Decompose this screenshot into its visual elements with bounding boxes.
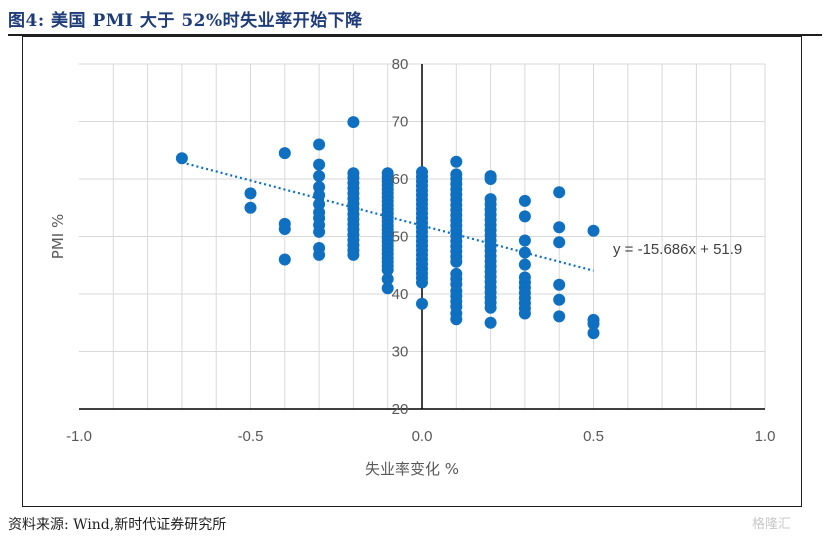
data-point: [278, 147, 291, 160]
y-tick-label: 40: [392, 286, 409, 303]
chart-frame: -1.0 -0.5 0.0 0.5 1.0 20 30 40 50 60 70 80 失业率变化 % PM…: [22, 36, 802, 507]
data-point: [450, 313, 463, 326]
source-note: 资料来源: Wind,新时代证券研究所: [8, 517, 227, 533]
data-point: [518, 210, 531, 223]
label-layer: -1.0 -0.5 0.0 0.5 1.0 20 30 40 50 60 70 80 失业率变化 % PM…: [49, 56, 775, 478]
point-layer: [175, 116, 600, 340]
data-point: [313, 138, 326, 151]
data-point: [587, 327, 600, 340]
title-rule: [8, 34, 822, 36]
data-point: [416, 297, 428, 310]
y-axis-label: PMI %: [49, 214, 67, 259]
trendline-equation: y = -15.686x + 51.9: [613, 241, 742, 258]
data-point: [278, 223, 291, 236]
data-point: [450, 155, 463, 168]
x-axis-label: 失业率变化 %: [365, 460, 459, 478]
y-tick-label: 60: [392, 171, 409, 188]
data-point: [416, 276, 428, 289]
x-tick-label: 0.5: [583, 428, 604, 445]
data-point: [553, 278, 566, 291]
data-point: [484, 316, 497, 329]
data-point: [313, 170, 326, 183]
scatter-chart: -1.0 -0.5 0.0 0.5 1.0 20 30 40 50 60 70 80 失业率变化 % PM…: [49, 56, 775, 478]
data-point: [347, 116, 360, 129]
data-point: [381, 273, 394, 286]
data-point: [347, 248, 360, 261]
y-tick-label: 30: [392, 344, 409, 361]
data-point: [518, 307, 531, 320]
data-point: [313, 189, 326, 202]
x-tick-label: 0.0: [412, 428, 433, 445]
data-point: [484, 301, 497, 314]
y-tick-label: 50: [392, 229, 409, 246]
x-tick-label: 1.0: [755, 428, 776, 445]
data-point: [518, 258, 531, 271]
data-point: [175, 152, 188, 165]
data-point: [553, 186, 566, 199]
data-point: [553, 221, 566, 234]
data-point: [553, 236, 566, 249]
data-point: [518, 234, 531, 247]
data-point: [244, 201, 257, 214]
data-point: [518, 194, 531, 207]
x-tick-label: -1.0: [66, 428, 92, 445]
data-point: [244, 187, 257, 200]
y-tick-label: 80: [392, 56, 409, 73]
y-tick-label: 70: [392, 114, 409, 131]
watermark: 格隆汇: [752, 517, 792, 532]
data-point: [553, 293, 566, 306]
data-point: [313, 225, 326, 238]
data-point: [484, 173, 497, 185]
data-point: [553, 310, 566, 323]
data-point: [381, 282, 394, 295]
data-point: [518, 246, 531, 259]
x-tick-label: -0.5: [238, 428, 264, 445]
figure-title: 图4: 美国 PMI 大于 52%时失业率开始下降: [8, 11, 363, 31]
data-point: [278, 253, 291, 266]
data-point: [381, 263, 394, 276]
data-point: [313, 158, 326, 171]
y-tick-label: 20: [392, 401, 409, 418]
trend-layer: [181, 161, 594, 272]
data-point: [587, 317, 600, 330]
data-point: [587, 224, 600, 237]
data-point: [313, 248, 326, 261]
trendline: [181, 161, 594, 272]
data-point: [450, 255, 463, 268]
